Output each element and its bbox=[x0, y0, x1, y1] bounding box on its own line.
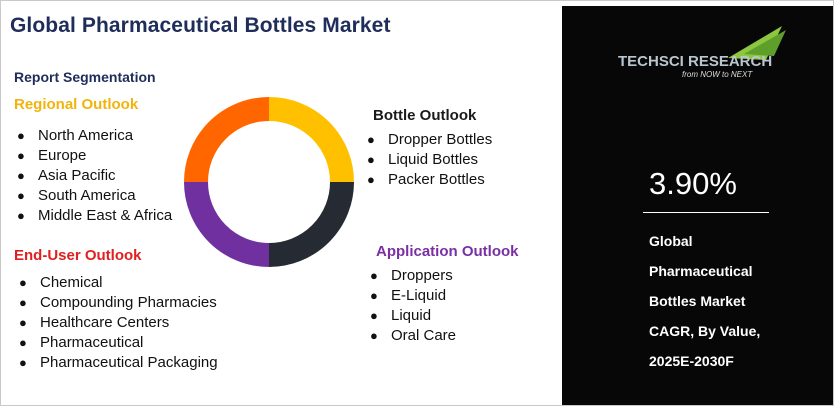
cagr-panel bbox=[562, 6, 833, 405]
bullet-icon: ● bbox=[17, 148, 25, 163]
bullet-icon: ● bbox=[19, 335, 27, 350]
list-item: ● Middle East & Africa bbox=[14, 206, 172, 226]
bottle-outlook-heading: Bottle Outlook bbox=[373, 107, 477, 124]
list-item-label: Europe bbox=[38, 147, 87, 164]
cagr-description: Global Pharmaceutical Bottles Market CAG… bbox=[649, 229, 760, 379]
list-item-label: Liquid Bottles bbox=[388, 151, 479, 168]
cagr-divider bbox=[643, 212, 769, 213]
bullet-icon: ● bbox=[367, 132, 375, 147]
list-item: ● Chemical bbox=[16, 273, 218, 293]
bullet-icon: ● bbox=[370, 288, 378, 303]
donut-segment-end-user bbox=[184, 97, 270, 183]
list-item: ● Compounding Pharmacies bbox=[16, 293, 218, 313]
bottle-outlook-list: ● Dropper Bottles ● Liquid Bottles ● Packer… bbox=[364, 130, 492, 190]
bullet-icon: ● bbox=[367, 152, 375, 167]
list-item-label: Packer Bottles bbox=[388, 171, 485, 188]
cagr-description-line: Pharmaceutical bbox=[649, 263, 753, 279]
list-item: ● Asia Pacific bbox=[14, 166, 172, 186]
bullet-icon: ● bbox=[19, 355, 27, 370]
list-item: ● Liquid bbox=[367, 306, 456, 326]
regional-outlook-list: ● North America ● Europe ● Asia Pacific ● So… bbox=[14, 126, 172, 226]
donut-segment-bottle bbox=[268, 181, 354, 267]
list-item-label: South America bbox=[38, 187, 136, 204]
techsci-research-logo: TECHSCI RESEARCH from NOW to NEXT bbox=[618, 26, 786, 79]
list-item-label: E-Liquid bbox=[391, 287, 447, 304]
list-item: ● Dropper Bottles bbox=[364, 130, 492, 150]
list-item: ● South America bbox=[14, 186, 172, 206]
bullet-icon: ● bbox=[17, 168, 25, 183]
cagr-description-line: 2025E-2030F bbox=[649, 353, 734, 369]
list-item-label: Dropper Bottles bbox=[388, 131, 493, 148]
donut-arcs bbox=[184, 97, 354, 267]
cagr-description-line: Global bbox=[649, 233, 693, 249]
list-item: ● Oral Care bbox=[367, 326, 456, 346]
list-item: ● Pharmaceutical bbox=[16, 333, 218, 353]
list-item: ● Pharmaceutical Packaging bbox=[16, 353, 218, 373]
bullet-icon: ● bbox=[17, 128, 25, 143]
list-item: ● North America bbox=[14, 126, 172, 146]
logo-tagline: from NOW to NEXT bbox=[682, 70, 753, 79]
donut-segment-regional bbox=[268, 97, 354, 183]
list-item-label: Middle East & Africa bbox=[38, 207, 173, 224]
logo-swoosh-shape bbox=[744, 30, 786, 56]
list-item: ● Droppers bbox=[367, 266, 456, 286]
bullet-icon: ● bbox=[370, 268, 378, 283]
list-item-label: Oral Care bbox=[391, 327, 457, 344]
bullet-icon: ● bbox=[19, 315, 27, 330]
list-item: ● Liquid Bottles bbox=[364, 150, 492, 170]
list-item: ● Healthcare Centers bbox=[16, 313, 218, 333]
list-item-label: Compounding Pharmacies bbox=[40, 294, 217, 311]
list-item-label: Chemical bbox=[40, 274, 103, 291]
list-item-label: Healthcare Centers bbox=[40, 314, 170, 331]
page-title: Global Pharmaceutical Bottles Market bbox=[10, 14, 391, 37]
donut-segment-application bbox=[184, 181, 270, 267]
segmentation-donut bbox=[184, 97, 354, 267]
application-outlook-heading: Application Outlook bbox=[376, 243, 519, 260]
list-item-label: North America bbox=[38, 127, 134, 144]
bullet-icon: ● bbox=[19, 295, 27, 310]
list-item: ● Europe bbox=[14, 146, 172, 166]
end-user-outlook-list: ● Chemical ● Compounding Pharmacies ● Healt… bbox=[16, 273, 218, 373]
bullet-icon: ● bbox=[370, 308, 378, 323]
bullet-icon: ● bbox=[17, 188, 25, 203]
application-outlook-list: ● Droppers ● E-Liquid ● Liquid ● Oral Care bbox=[367, 266, 456, 346]
cagr-description-line: CAGR, By Value, bbox=[649, 323, 761, 339]
list-item-label: Liquid bbox=[391, 307, 432, 324]
regional-outlook-heading: Regional Outlook bbox=[14, 96, 139, 113]
bullet-icon: ● bbox=[367, 172, 375, 187]
list-item-label: Pharmaceutical bbox=[40, 334, 144, 351]
list-item-label: Droppers bbox=[391, 267, 453, 284]
list-item-label: Pharmaceutical Packaging bbox=[40, 354, 218, 371]
end-user-outlook-heading: End-User Outlook bbox=[14, 247, 142, 264]
bullet-icon: ● bbox=[17, 208, 25, 223]
bullet-icon: ● bbox=[19, 275, 27, 290]
list-item-label: Asia Pacific bbox=[38, 167, 116, 184]
list-item: ● Packer Bottles bbox=[364, 170, 492, 190]
logo-brand-text: TECHSCI RESEARCH bbox=[618, 53, 772, 70]
bullet-icon: ● bbox=[370, 328, 378, 343]
segmentation-label: Report Segmentation bbox=[14, 69, 156, 85]
cagr-value: 3.90% bbox=[649, 166, 737, 201]
list-item: ● E-Liquid bbox=[367, 286, 456, 306]
cagr-description-line: Bottles Market bbox=[649, 293, 746, 309]
